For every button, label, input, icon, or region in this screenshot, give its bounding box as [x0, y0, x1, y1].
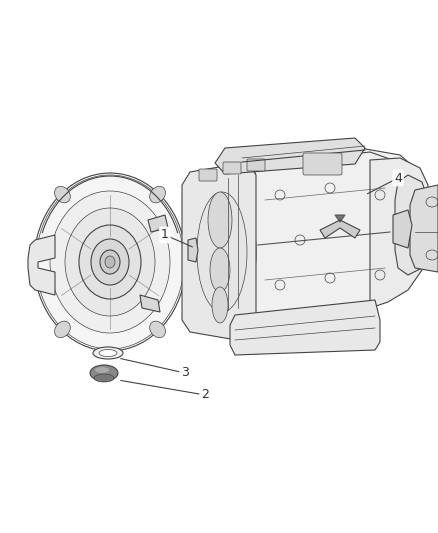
Polygon shape: [370, 158, 428, 308]
Polygon shape: [255, 152, 420, 323]
Ellipse shape: [99, 350, 117, 357]
Text: 3: 3: [181, 367, 189, 379]
Polygon shape: [148, 215, 168, 232]
FancyBboxPatch shape: [223, 162, 241, 174]
Polygon shape: [188, 238, 198, 262]
Ellipse shape: [55, 321, 71, 337]
Polygon shape: [335, 215, 345, 222]
Ellipse shape: [91, 239, 129, 285]
Polygon shape: [140, 295, 160, 312]
Polygon shape: [182, 162, 256, 342]
Ellipse shape: [150, 321, 166, 337]
Polygon shape: [393, 210, 412, 248]
Polygon shape: [395, 175, 428, 275]
Polygon shape: [230, 300, 380, 355]
Polygon shape: [188, 148, 418, 322]
Ellipse shape: [55, 187, 71, 203]
Ellipse shape: [210, 248, 230, 292]
Ellipse shape: [65, 208, 155, 316]
Ellipse shape: [188, 174, 256, 329]
Polygon shape: [320, 220, 360, 238]
Ellipse shape: [94, 374, 114, 382]
Ellipse shape: [34, 173, 186, 351]
Ellipse shape: [197, 192, 247, 312]
Text: 4: 4: [394, 172, 402, 184]
Ellipse shape: [208, 192, 232, 248]
Ellipse shape: [100, 250, 120, 274]
Text: 2: 2: [201, 389, 209, 401]
Ellipse shape: [95, 367, 109, 373]
Text: 1: 1: [161, 229, 169, 241]
Ellipse shape: [50, 191, 170, 333]
Polygon shape: [215, 138, 365, 174]
Ellipse shape: [93, 347, 123, 359]
FancyBboxPatch shape: [247, 159, 265, 171]
FancyBboxPatch shape: [303, 153, 342, 175]
Ellipse shape: [212, 287, 228, 323]
FancyBboxPatch shape: [199, 169, 217, 181]
Ellipse shape: [79, 225, 141, 299]
Polygon shape: [410, 185, 438, 272]
Ellipse shape: [150, 187, 166, 203]
Ellipse shape: [90, 365, 118, 381]
Ellipse shape: [105, 256, 115, 268]
Polygon shape: [28, 235, 55, 295]
